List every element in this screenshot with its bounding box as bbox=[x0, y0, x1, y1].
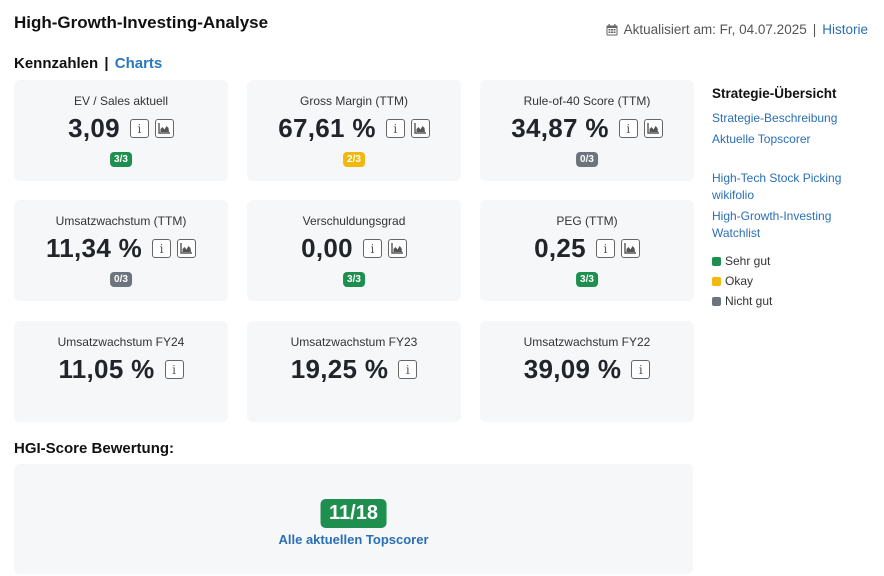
all-topscorer-link[interactable]: Alle aktuellen Topscorer bbox=[278, 532, 429, 547]
metric-label: Umsatzwachstum FY22 bbox=[523, 335, 651, 349]
score-badge: 3/3 bbox=[576, 272, 598, 287]
metric-label: Umsatzwachstum (TTM) bbox=[55, 214, 187, 228]
metric-value-row: 11,34 % i bbox=[14, 233, 228, 264]
info-icon[interactable]: i bbox=[362, 239, 382, 258]
metric-value: 39,09 % bbox=[523, 354, 622, 384]
score-badge: 0/3 bbox=[576, 152, 598, 167]
sidebar-title: Strategie-Übersicht bbox=[712, 86, 837, 101]
metric-card: Umsatzwachstum FY22 39,09 % i bbox=[480, 321, 694, 422]
info-icon[interactable]: i bbox=[385, 119, 405, 138]
metric-card: Umsatzwachstum FY23 19,25 % i bbox=[247, 321, 461, 422]
history-link[interactable]: Historie bbox=[822, 22, 868, 37]
score-badge: 3/3 bbox=[343, 272, 365, 287]
legend-swatch-yellow bbox=[712, 276, 721, 286]
metric-value: 0,00 bbox=[301, 233, 353, 263]
updated-text: Aktualisiert am: Fr, 04.07.2025 bbox=[623, 22, 807, 37]
chart-icon[interactable] bbox=[643, 119, 663, 138]
chart-icon[interactable] bbox=[410, 119, 430, 138]
legend: Sehr gut Okay Nicht gut bbox=[712, 251, 872, 311]
hgi-score-box: 11/18 Alle aktuellen Topscorer bbox=[14, 464, 693, 574]
separator: | bbox=[812, 22, 817, 37]
metric-card: EV / Sales aktuell 3/3 3,09 i bbox=[14, 80, 228, 181]
metric-value-row: 39,09 % i bbox=[480, 354, 694, 385]
separator: | bbox=[104, 55, 109, 72]
updated-info: Aktualisiert am: Fr, 04.07.2025 | Histor… bbox=[606, 22, 868, 37]
legend-label: Sehr gut bbox=[725, 254, 771, 268]
metric-value-row: 67,61 % i bbox=[247, 113, 461, 144]
legend-label: Nicht gut bbox=[725, 294, 773, 308]
score-badge: 2/3 bbox=[343, 152, 365, 167]
metric-value: 11,05 % bbox=[58, 354, 155, 384]
metric-card: Gross Margin (TTM) 2/3 67,61 % i bbox=[247, 80, 461, 181]
chart-icon[interactable] bbox=[387, 239, 407, 258]
top-scorer-link[interactable]: Aktuelle Topscorer bbox=[712, 132, 811, 146]
legend-swatch-green bbox=[712, 256, 721, 266]
metric-card: Umsatzwachstum (TTM) 0/3 11,34 % i bbox=[14, 200, 228, 301]
kennzahlen-heading: Kennzahlen | Charts bbox=[14, 55, 162, 72]
info-icon[interactable]: i bbox=[129, 119, 149, 138]
calendar-icon bbox=[606, 23, 618, 35]
score-badge: 0/3 bbox=[110, 272, 132, 287]
hgi-score-badge: 11/18 bbox=[320, 499, 387, 528]
metric-card: PEG (TTM) 3/3 0,25 i bbox=[480, 200, 694, 301]
metric-label: Umsatzwachstum FY23 bbox=[290, 335, 418, 349]
metric-value: 3,09 bbox=[68, 113, 120, 143]
chart-icon[interactable] bbox=[620, 239, 640, 258]
watchlist-link[interactable]: High-Growth-Investing Watchlist bbox=[712, 209, 832, 240]
metric-card: Umsatzwachstum FY24 11,05 % i bbox=[14, 321, 228, 422]
legend-item-okay: Okay bbox=[712, 271, 872, 291]
metric-label: Gross Margin (TTM) bbox=[300, 94, 408, 108]
info-icon[interactable]: i bbox=[164, 360, 184, 379]
metric-value: 11,34 % bbox=[45, 233, 143, 263]
info-icon[interactable]: i bbox=[595, 239, 615, 258]
metric-value: 19,25 % bbox=[290, 354, 389, 384]
metric-value-row: 34,87 % i bbox=[480, 113, 694, 144]
metric-value-row: 0,00 i bbox=[247, 233, 461, 264]
metric-value: 34,87 % bbox=[511, 113, 609, 143]
strategy-sidebar: Strategie-Übersicht Strategie-Beschreibu… bbox=[712, 86, 872, 311]
score-badge: 3/3 bbox=[110, 152, 132, 167]
page-title: High-Growth-Investing-Analyse bbox=[14, 13, 269, 32]
metric-value-row: 19,25 % i bbox=[247, 354, 461, 385]
chart-icon[interactable] bbox=[154, 119, 174, 138]
metric-label: Rule-of-40 Score (TTM) bbox=[523, 94, 651, 108]
metric-value: 67,61 % bbox=[278, 113, 376, 143]
hgi-score-heading: HGI-Score Bewertung: bbox=[14, 440, 175, 457]
metric-value-row: 11,05 % i bbox=[14, 354, 228, 385]
info-icon[interactable]: i bbox=[152, 239, 172, 258]
info-icon[interactable]: i bbox=[618, 119, 638, 138]
metric-card: Verschuldungsgrad 3/3 0,00 i bbox=[247, 200, 461, 301]
metric-value-row: 3,09 i bbox=[14, 113, 228, 144]
metric-label: Umsatzwachstum FY24 bbox=[57, 335, 185, 349]
legend-item-good: Sehr gut bbox=[712, 251, 872, 271]
metric-value-row: 0,25 i bbox=[480, 233, 694, 264]
info-icon[interactable]: i bbox=[398, 360, 418, 379]
metric-card: Rule-of-40 Score (TTM) 0/3 34,87 % i bbox=[480, 80, 694, 181]
strategy-description-link[interactable]: Strategie-Beschreibung bbox=[712, 111, 838, 125]
chart-icon[interactable] bbox=[177, 239, 197, 258]
info-icon[interactable]: i bbox=[631, 360, 651, 379]
legend-item-bad: Nicht gut bbox=[712, 291, 872, 311]
wikifolio-link[interactable]: High-Tech Stock Picking wikifolio bbox=[712, 171, 842, 202]
legend-swatch-grey bbox=[712, 296, 721, 306]
legend-label: Okay bbox=[725, 274, 754, 288]
metric-value: 0,25 bbox=[534, 233, 586, 263]
metric-label: PEG (TTM) bbox=[556, 214, 618, 228]
metric-label: EV / Sales aktuell bbox=[73, 94, 169, 108]
kennzahlen-label: Kennzahlen bbox=[14, 55, 99, 72]
metric-label: Verschuldungsgrad bbox=[302, 214, 406, 228]
charts-link[interactable]: Charts bbox=[114, 55, 163, 72]
